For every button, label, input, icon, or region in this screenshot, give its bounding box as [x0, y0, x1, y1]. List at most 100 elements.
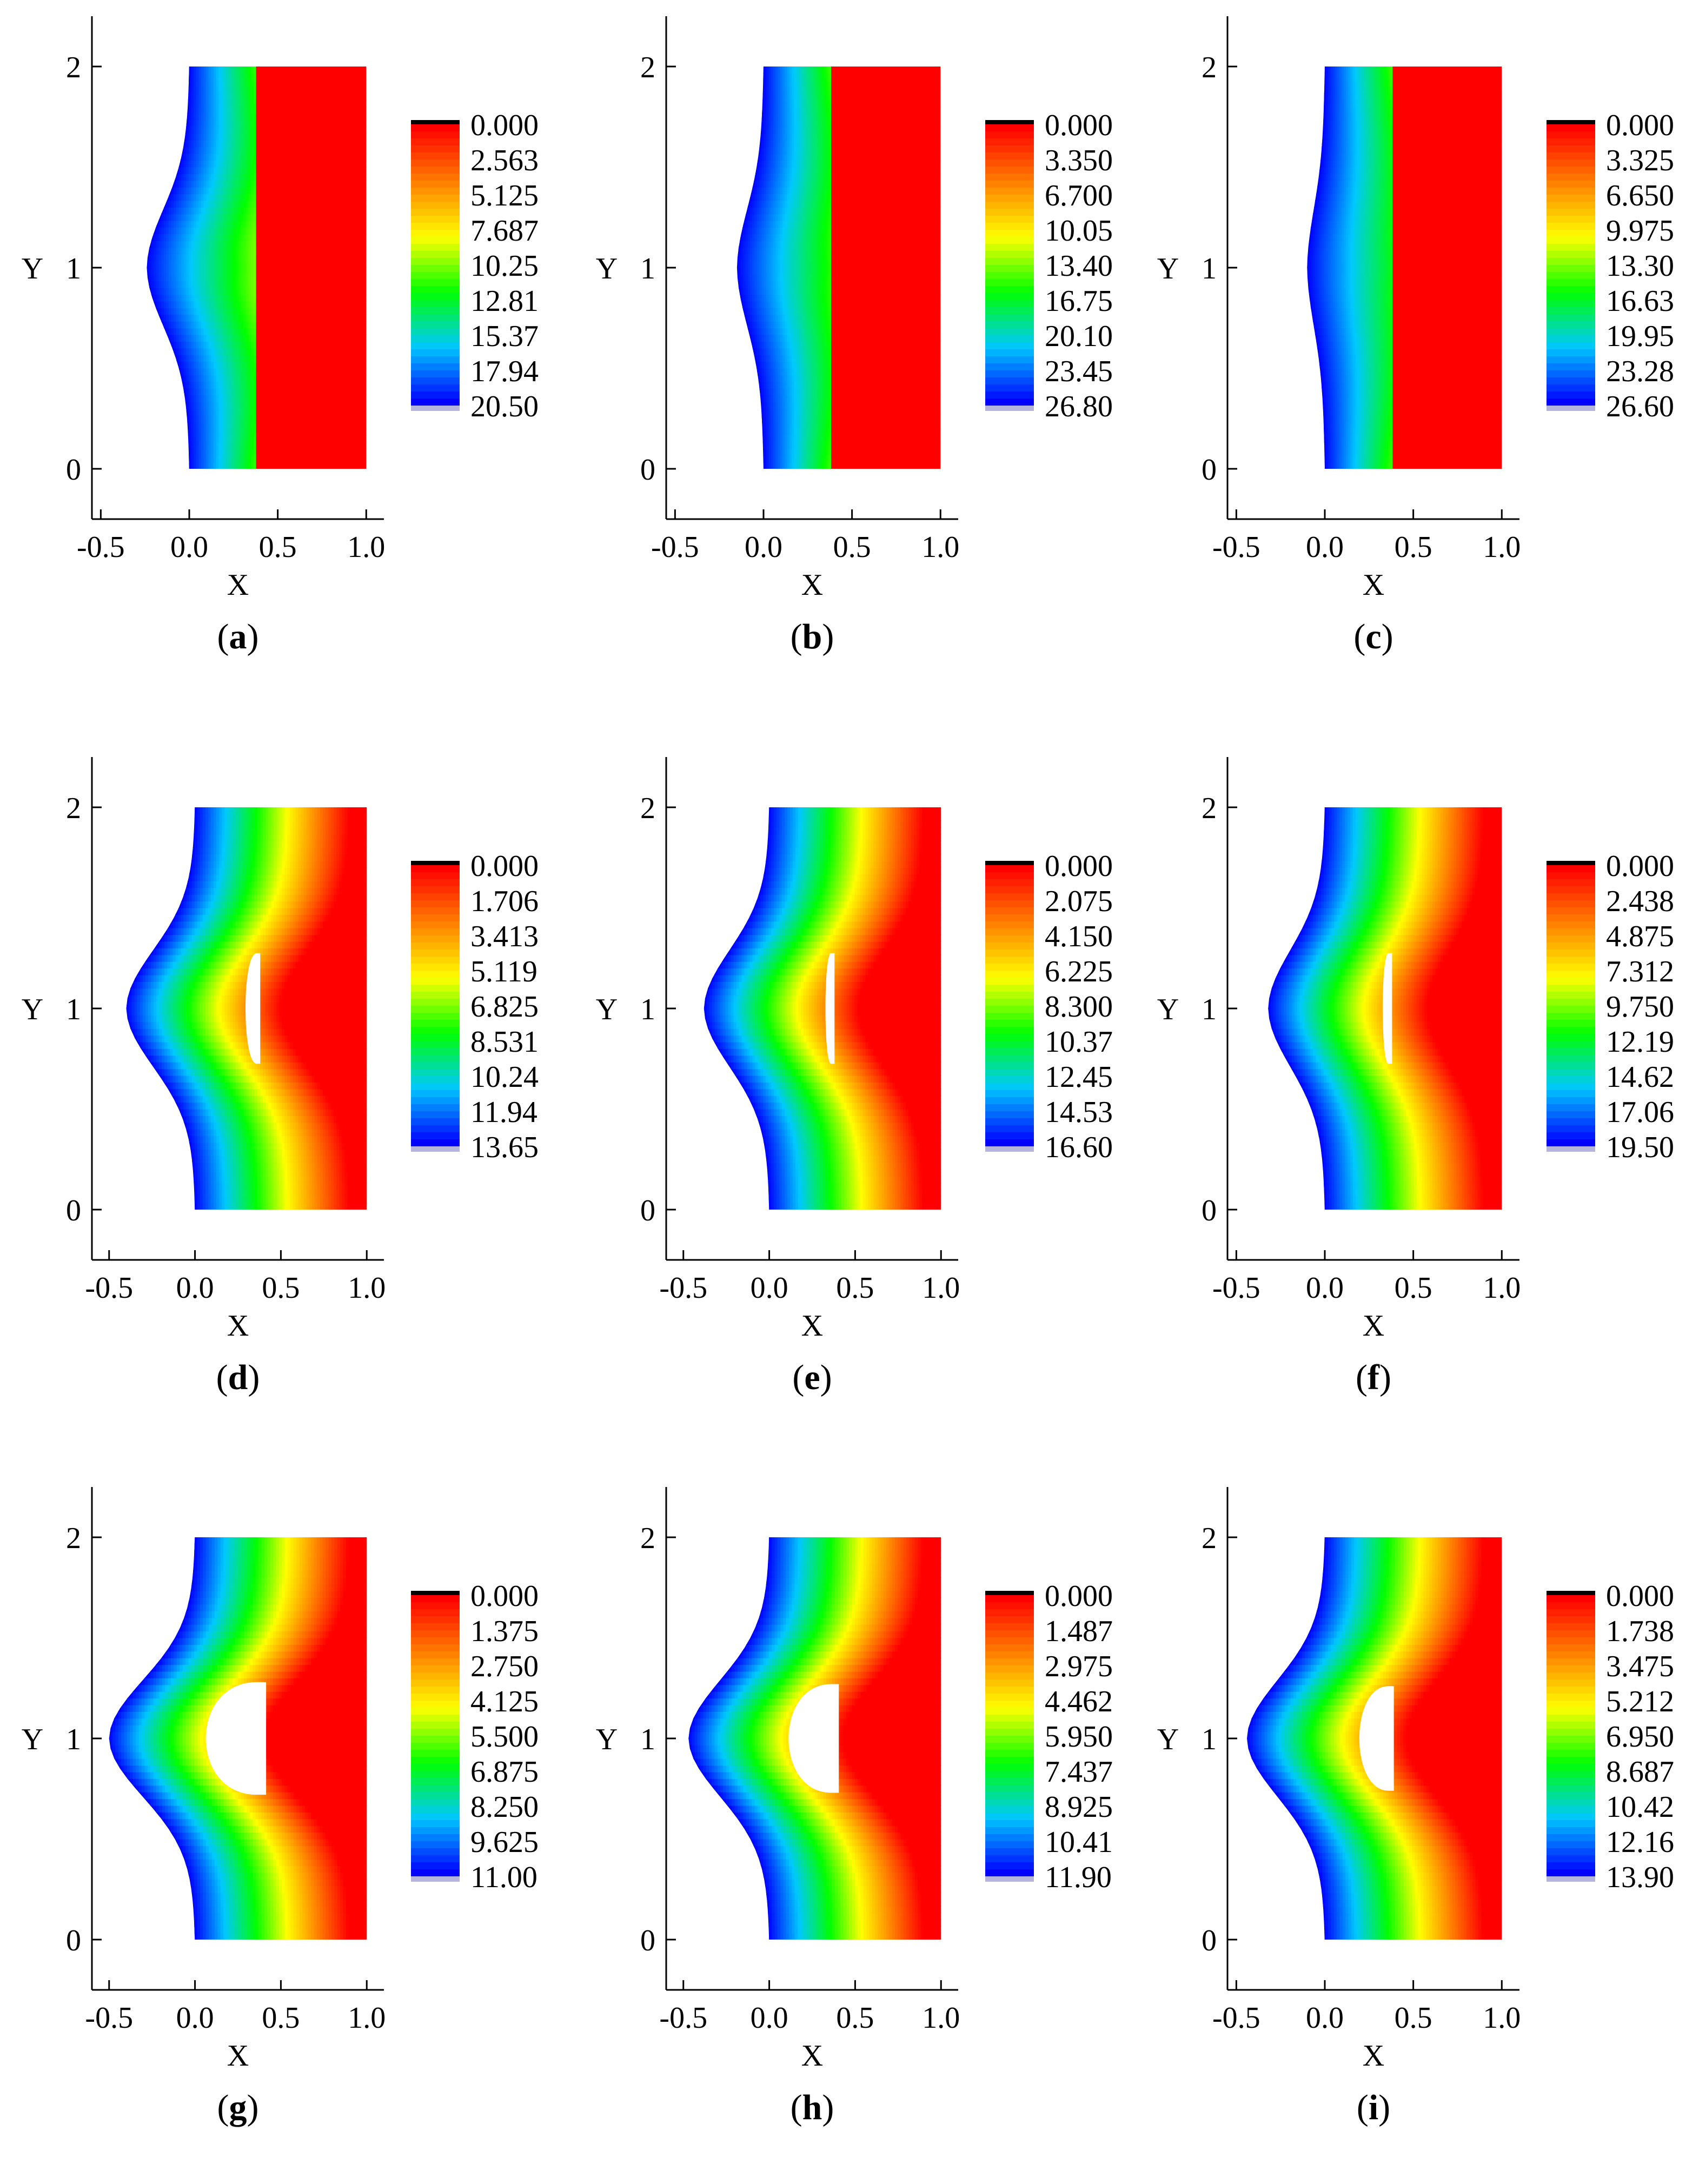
- colorbar-label: 7.312: [1606, 955, 1674, 988]
- panel-c: -0.5 0.0 0.5 1.0 0 1 2 X Y 0.000 3.325 6.650 9.975 13…: [1136, 0, 1698, 703]
- y-tick-label: 2: [640, 792, 655, 825]
- colorbar-label: 0.000: [1606, 849, 1674, 883]
- cavity: [1359, 1686, 1394, 1791]
- colorbar-label: 6.875: [470, 1755, 539, 1789]
- colorbar-label: 5.119: [470, 955, 537, 988]
- x-axis-label: X: [227, 2039, 249, 2073]
- plot-f: -0.5 0.0 0.5 1.0 0 1 2 X Y 0.0002.4384.8757.3129.…: [1157, 757, 1674, 1343]
- x-tick-label: 0.0: [176, 1271, 214, 1305]
- colorbar-label: 0.000: [1606, 1579, 1674, 1613]
- x-tick-label: 0.5: [1395, 530, 1432, 564]
- displacement-field: [147, 67, 367, 469]
- y-axis-label: Y: [22, 252, 43, 286]
- colorbar-label: 3.325: [1606, 144, 1674, 177]
- y-tick-label: 0: [66, 1194, 81, 1227]
- colorbar-label: 12.16: [1606, 1825, 1674, 1859]
- x-tick-label: 1.0: [922, 1271, 960, 1305]
- plot-a: -0.5 0.0 0.5 1.0 0 1 2 X Y 0.0002.5635.1257.68710…: [22, 16, 539, 602]
- colorbar-label: 5.212: [1606, 1685, 1674, 1718]
- x-tick-label: 0.5: [1395, 1271, 1432, 1305]
- colorbar-label: 3.350: [1045, 144, 1113, 177]
- y-axis-label: Y: [22, 993, 43, 1026]
- colorbar-label: 14.53: [1045, 1096, 1113, 1129]
- colorbar-label: 8.250: [470, 1790, 539, 1824]
- y-tick-label: 1: [640, 993, 655, 1026]
- colorbar-label: 0.000: [1045, 849, 1113, 883]
- colorbar-label: 11.90: [1045, 1861, 1112, 1894]
- plot-c: -0.5 0.0 0.5 1.0 0 1 2 X Y 0.0003.3256.6509.97513…: [1157, 16, 1674, 602]
- colorbar-label: 7.687: [470, 214, 539, 248]
- x-tick-label: -0.5: [659, 1271, 707, 1305]
- panel-i: -0.5 0.0 0.5 1.0 0 1 2 X Y 0.000 1.738 3.475 5.212 6.…: [1136, 1471, 1698, 2174]
- y-axis-label: Y: [596, 252, 618, 286]
- y-tick-label: 0: [640, 1194, 655, 1227]
- colorbar-label: 8.687: [1606, 1755, 1674, 1789]
- colorbar-label: 11.00: [470, 1861, 537, 1894]
- colorbar-label: 11.94: [470, 1096, 537, 1129]
- colorbar: [1547, 1591, 1595, 1882]
- colorbar-label: 23.28: [1606, 355, 1674, 388]
- colorbar-label: 10.37: [1045, 1025, 1113, 1059]
- y-tick-label: 2: [640, 1522, 655, 1555]
- colorbar-label: 16.60: [1045, 1131, 1113, 1164]
- colorbar-label: 17.06: [1606, 1096, 1674, 1129]
- colorbar-label: 17.94: [470, 355, 539, 388]
- plot-e: -0.5 0.0 0.5 1.0 0 1 2 X Y 0.0002.0754.1506.2258.…: [596, 757, 1113, 1343]
- colorbar-label: 12.45: [1045, 1060, 1113, 1094]
- x-tick-label: 0.5: [262, 1271, 300, 1305]
- x-tick-label: -0.5: [1212, 2001, 1260, 2035]
- colorbar-label: 20.50: [470, 390, 539, 423]
- panel-h: -0.5 0.0 0.5 1.0 0 1 2 X Y 0.000 1.487 2.975 4.462 5.…: [574, 1471, 1137, 2174]
- colorbar-label: 5.950: [1045, 1720, 1113, 1754]
- colorbar-label: 12.19: [1606, 1025, 1674, 1059]
- x-tick-label: -0.5: [85, 2001, 133, 2035]
- y-tick-label: 2: [1202, 792, 1217, 825]
- x-tick-label: 0.0: [176, 2001, 214, 2035]
- colorbar-label: 10.41: [1045, 1825, 1113, 1859]
- x-tick-label: 0.0: [170, 530, 208, 564]
- panel-f: -0.5 0.0 0.5 1.0 0 1 2 X Y 0.000 2.438 4.875 7.312 9.…: [1136, 741, 1698, 1444]
- colorbar-label: 16.63: [1606, 284, 1674, 318]
- caption-b: (b): [650, 616, 974, 658]
- colorbar-label: 1.738: [1606, 1615, 1674, 1648]
- colorbar-label: 8.300: [1045, 990, 1113, 1024]
- x-tick-label: 0.0: [751, 1271, 788, 1305]
- colorbar-label: 13.40: [1045, 249, 1113, 283]
- colorbar-label: 26.80: [1045, 390, 1113, 423]
- colorbar-label: 4.150: [1045, 920, 1113, 953]
- colorbar-label: 5.500: [470, 1720, 539, 1754]
- displacement-field: [736, 67, 941, 469]
- y-axis-label: Y: [596, 1723, 618, 1756]
- x-tick-label: 0.0: [745, 530, 782, 564]
- x-tick-label: 1.0: [348, 1271, 386, 1305]
- colorbar-label: 2.563: [470, 144, 539, 177]
- colorbar-label: 5.125: [470, 179, 539, 213]
- colorbar-label: 13.30: [1606, 249, 1674, 283]
- colorbar-label: 15.37: [470, 320, 539, 353]
- colorbar-label: 20.10: [1045, 320, 1113, 353]
- y-axis-label: Y: [1157, 993, 1179, 1026]
- cavity: [245, 953, 261, 1064]
- colorbar-label: 19.50: [1606, 1131, 1674, 1164]
- x-axis-label: X: [227, 1309, 249, 1343]
- colorbar: [1547, 861, 1595, 1152]
- y-axis-label: Y: [1157, 252, 1179, 286]
- colorbar-label: 14.62: [1606, 1060, 1674, 1094]
- colorbar-label: 1.375: [470, 1615, 539, 1648]
- colorbar-label: 0.000: [1045, 109, 1113, 142]
- y-tick-label: 0: [1202, 453, 1217, 487]
- panel-d: -0.5 0.0 0.5 1.0 0 1 2 X Y 0.000 1.706 3.413 5.119 6.…: [0, 741, 562, 1444]
- colorbar-label: 0.000: [1606, 109, 1674, 142]
- x-tick-label: 1.0: [347, 530, 385, 564]
- x-tick-label: 0.0: [1306, 530, 1344, 564]
- plot-d: -0.5 0.0 0.5 1.0 0 1 2 X Y 0.0001.7063.4135.1196.…: [22, 757, 539, 1343]
- colorbar: [985, 861, 1034, 1152]
- x-tick-label: 0.0: [1306, 1271, 1344, 1305]
- x-tick-label: 0.5: [836, 1271, 874, 1305]
- x-tick-label: 1.0: [1483, 1271, 1521, 1305]
- y-tick-label: 2: [66, 51, 81, 84]
- y-axis-label: Y: [1157, 1723, 1179, 1756]
- colorbar-label: 2.075: [1045, 885, 1113, 918]
- x-tick-label: -0.5: [1212, 1271, 1260, 1305]
